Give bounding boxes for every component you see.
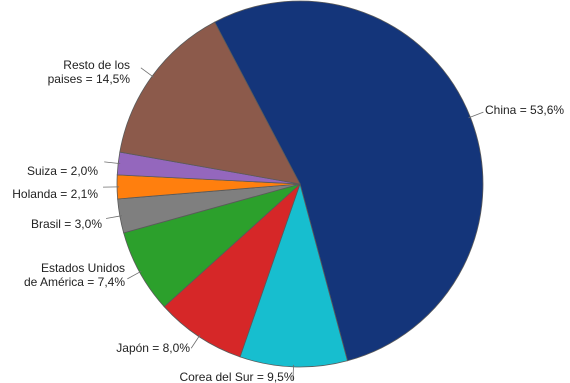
slice-label-corea-del-sur: Corea del Sur = 9,5% <box>179 370 294 383</box>
pie-slices <box>116 0 484 368</box>
leader-line-china <box>468 111 484 119</box>
slice-label-japon: Japón = 8,0% <box>116 341 190 355</box>
slice-label-brasil: Brasil = 3,0% <box>31 217 102 231</box>
slice-label-line: Estados Unidos <box>41 261 125 275</box>
leader-line-corea-del-sur <box>292 364 294 381</box>
slice-label-line: paises = 14,5% <box>48 72 131 86</box>
leader-line-estados-unidos-de-america <box>127 270 142 280</box>
slice-label-line: China = 53,6% <box>485 103 564 117</box>
slice-label-line: Japón = 8,0% <box>116 341 190 355</box>
slice-label-line: Corea del Sur = 9,5% <box>179 370 294 383</box>
leader-line-brasil <box>105 215 122 219</box>
leader-line-japon <box>190 334 201 349</box>
slice-label-resto-de-los-paises: Resto de los paises = 14,5% <box>48 58 131 86</box>
leader-line-suiza <box>104 161 121 165</box>
slice-label-holanda: Holanda = 2,1% <box>12 187 98 201</box>
slice-label-estados-unidos-de-america: Estados Unidos de América = 7,4% <box>24 261 125 289</box>
pie-leader-lines <box>103 67 484 381</box>
pie-labels: China = 53,6% Corea del Sur = 9,5% Japón =… <box>12 58 564 383</box>
slice-label-line: Resto de los <box>63 58 130 72</box>
slice-label-suiza: Suiza = 2,0% <box>27 164 98 178</box>
slice-label-line: de América = 7,4% <box>24 275 125 289</box>
slice-label-line: Suiza = 2,0% <box>27 164 98 178</box>
slice-label-line: Holanda = 2,1% <box>12 187 98 201</box>
slice-label-line: Brasil = 3,0% <box>31 217 102 231</box>
leader-line-resto-de-los-paises <box>140 67 155 78</box>
slice-label-china: China = 53,6% <box>485 103 564 117</box>
